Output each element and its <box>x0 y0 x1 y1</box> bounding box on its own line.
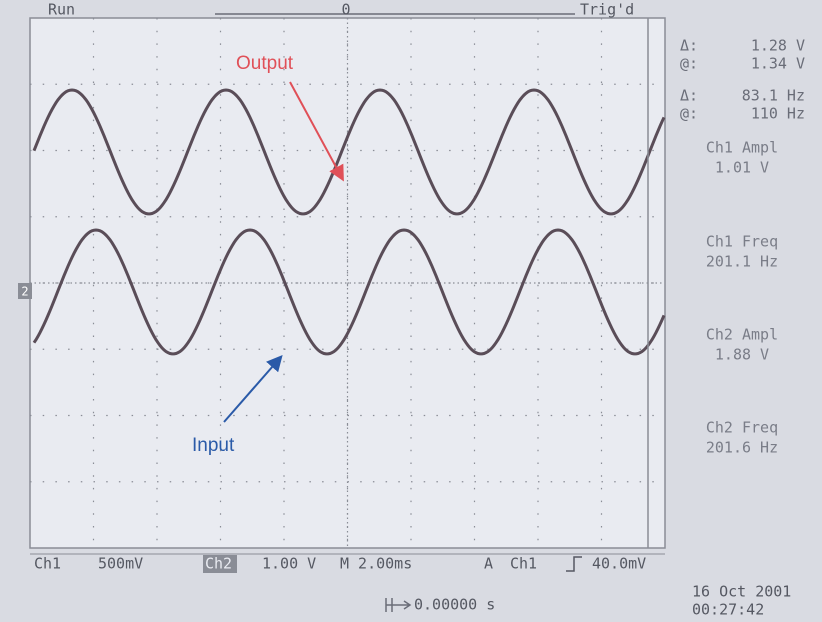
output-annotation: Output <box>236 53 294 74</box>
timebase: M 2.00ms <box>340 555 412 573</box>
ch1-label: Ch1 <box>34 555 61 573</box>
trigger-level: 40.0mV <box>592 555 646 573</box>
measurement-value: 1.88 V <box>715 346 769 364</box>
oscilloscope-display: Run 0 Trig'd 2 Δ: 1.28 V @: 1.34 V Δ: 83… <box>0 0 822 622</box>
horizontal-position: 0.00000 s <box>414 596 495 614</box>
measurement-value: 1.01 V <box>715 159 769 177</box>
cursor-label: @: <box>680 105 698 123</box>
cursor-value: 110 Hz <box>751 105 805 123</box>
cursor-label: Δ: <box>680 37 698 55</box>
measurement-name: Ch1 Freq <box>706 233 778 251</box>
trigger-source: Ch1 <box>510 555 537 573</box>
ch1-scale: 500mV <box>98 555 143 573</box>
trigger-mode: A <box>484 555 493 573</box>
ch2-marker: 2 <box>21 285 28 299</box>
cursor-value: 1.28 V <box>751 37 805 55</box>
measurement-name: Ch2 Freq <box>706 419 778 437</box>
date: 16 Oct 2001 <box>692 583 791 601</box>
oscilloscope-screenshot: Run 0 Trig'd 2 Δ: 1.28 V @: 1.34 V Δ: 83… <box>0 0 822 622</box>
time: 00:27:42 <box>692 601 764 619</box>
measurement-value: 201.1 Hz <box>706 253 778 271</box>
ch2-label: Ch2 <box>205 555 232 573</box>
trigger-position: 0 <box>341 1 350 19</box>
input-annotation: Input <box>192 435 235 456</box>
cursor-label: Δ: <box>680 87 698 105</box>
cursor-value: 1.34 V <box>751 55 805 73</box>
ch2-scale: 1.00 V <box>262 555 316 573</box>
measurement-name: Ch2 Ampl <box>706 326 778 344</box>
cursor-value: 83.1 Hz <box>742 87 805 105</box>
measurement-value: 201.6 Hz <box>706 439 778 457</box>
run-status: Run <box>48 1 75 19</box>
cursor-label: @: <box>680 55 698 73</box>
measurement-name: Ch1 Ampl <box>706 139 778 157</box>
trigger-status: Trig'd <box>580 1 634 19</box>
